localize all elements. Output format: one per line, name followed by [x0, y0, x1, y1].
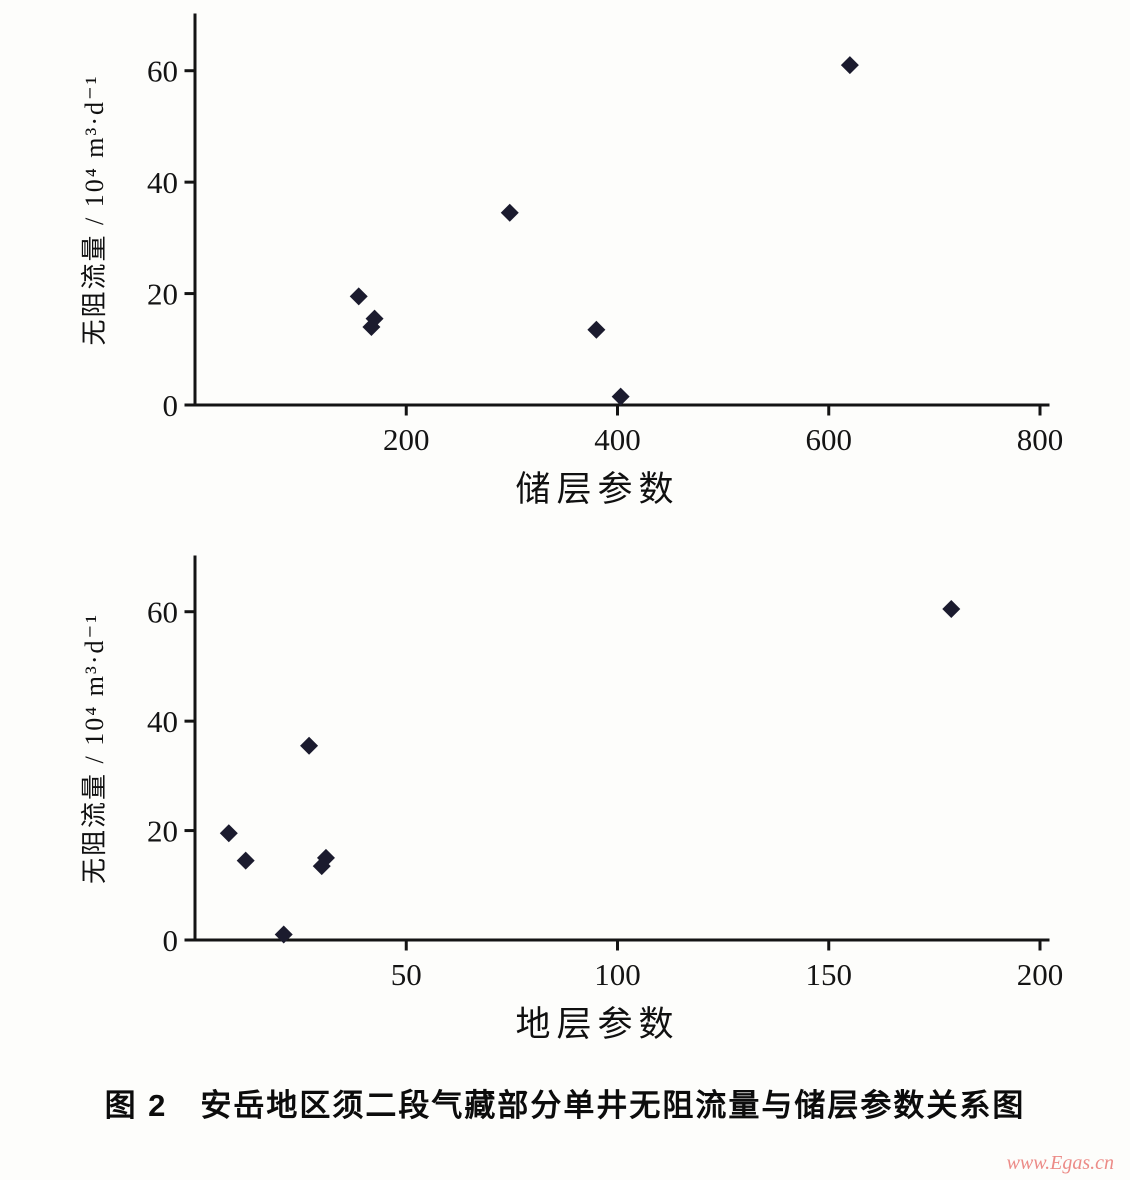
data-point	[362, 318, 381, 336]
x-tick-label: 50	[391, 957, 422, 992]
y-tick-label: 0	[163, 388, 179, 423]
x-axis-label: 地层参数	[515, 1005, 679, 1044]
x-tick-label: 200	[383, 422, 430, 457]
axis-spines	[193, 555, 1050, 942]
data-point	[587, 320, 606, 339]
y-tick-label: 0	[163, 923, 179, 958]
y-tick-label: 20	[147, 277, 178, 312]
y-tick-label: 60	[147, 595, 178, 630]
x-tick-label: 600	[806, 422, 853, 457]
data-point	[611, 387, 630, 406]
data-point	[312, 857, 331, 876]
data-point	[219, 824, 238, 843]
data-point	[500, 203, 519, 222]
data-point	[236, 851, 255, 870]
data-point	[274, 925, 293, 944]
x-tick-label: 800	[1017, 422, 1064, 457]
data-point	[300, 736, 319, 755]
data-point	[349, 287, 368, 306]
y-axis-label: 无阻流量 / 10⁴ m³·d⁻¹	[80, 613, 109, 884]
data-point	[840, 56, 859, 75]
watermark: www.Egas.cn	[1006, 1152, 1114, 1174]
y-tick-label: 20	[147, 814, 178, 849]
y-tick-label: 40	[147, 704, 178, 739]
y-axis-label: 无阻流量 / 10⁴ m³·d⁻¹	[80, 75, 109, 346]
x-tick-label: 150	[806, 957, 853, 992]
scatter-chart-reservoir-parameter: 200 400 600 800 0 20 40 60 储层参数 无阻流量 / 10⁴ m³·d⁻¹	[0, 0, 1130, 532]
figure-caption: 图 2 安岳地区须二段气藏部分单井无阻流量与储层参数关系图	[104, 1088, 1026, 1123]
scatter-plot-top: 200 400 600 800 0 20 40 60 储层参数 无阻流量 / 10⁴ m³·d⁻¹	[80, 13, 1064, 509]
data-point	[316, 848, 335, 867]
x-axis-label: 储层参数	[515, 470, 679, 509]
x-tick-label: 400	[594, 422, 641, 457]
scatter-chart-formation-parameter: 50 100 150 200 0 20 40 60 地层参数 无阻流量 / 10⁴ m³·d⁻¹	[0, 535, 1130, 1067]
scatter-plot-bottom: 50 100 150 200 0 20 40 60 地层参数 无阻流量 / 10⁴ m³·d⁻¹	[80, 555, 1064, 1044]
y-tick-label: 40	[147, 165, 178, 200]
x-tick-label: 100	[594, 957, 641, 992]
data-point	[942, 599, 961, 618]
x-tick-label: 200	[1017, 957, 1064, 992]
axis-spines	[193, 13, 1050, 407]
y-tick-label: 60	[147, 54, 178, 89]
